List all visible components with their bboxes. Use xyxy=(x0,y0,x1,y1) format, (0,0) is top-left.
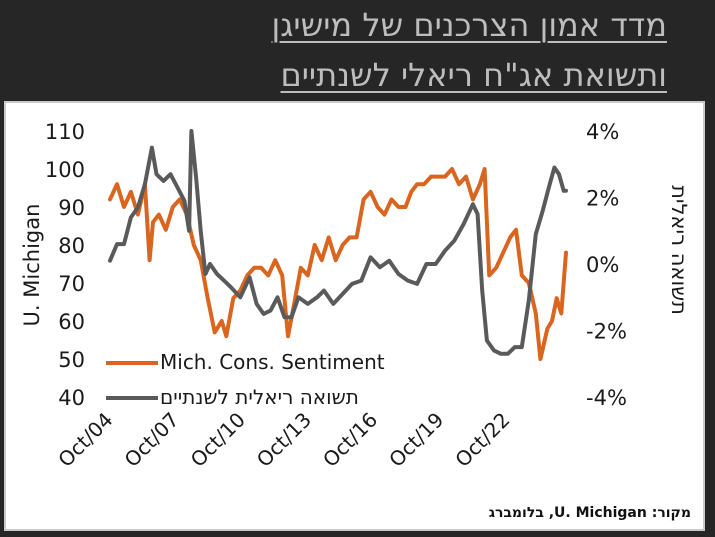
x-tick-label: Oct/07 xyxy=(120,408,184,472)
title-line-1: מדד אמון הצרכנים של מישיגן xyxy=(271,6,667,44)
x-tick-label: Oct/22 xyxy=(450,408,514,472)
legend-label-2: תשואה ריאלית לשנתיים xyxy=(160,385,359,409)
y-left-tick-label: 110 xyxy=(45,120,85,144)
x-tick-label: Oct/04 xyxy=(53,408,117,472)
y-right-tick-label: -2% xyxy=(586,320,627,344)
legend-label-1: Mich. Cons. Sentiment xyxy=(160,350,385,374)
y-left-tick-label: 60 xyxy=(58,310,85,334)
y-right-tick-label: 4% xyxy=(586,120,619,144)
y-right-tick-label: 2% xyxy=(586,187,619,211)
y-left-tick-label: 90 xyxy=(58,196,85,220)
y-right-tick-label: 0% xyxy=(586,253,619,277)
y-left-tick-label: 80 xyxy=(58,234,85,258)
y-left-tick-label: 70 xyxy=(58,272,85,296)
y-left-tick-label: 50 xyxy=(58,348,85,372)
x-tick-label: Oct/16 xyxy=(318,408,382,472)
chart: 40 50 60 70 80 90 100 110 -4% -2% 0% 2% 4% U. Michiga… xyxy=(20,120,691,472)
y-right-tick-label: -4% xyxy=(586,386,627,410)
x-tick-label: Oct/19 xyxy=(384,408,448,472)
y-left-tick-label: 40 xyxy=(58,386,85,410)
y-right-axis-title: תשואה ריאלית xyxy=(667,185,691,315)
chart-panel: 40 50 60 70 80 90 100 110 -4% -2% 0% 2% 4% U. Michiga… xyxy=(4,101,705,531)
source-note: מקור: U. Michigan, בלומברג xyxy=(488,505,691,521)
x-tick-label: Oct/13 xyxy=(252,408,316,472)
x-tick-label: Oct/10 xyxy=(186,408,250,472)
title-line-2: ותשואת אג"ח ריאלי לשנתיים xyxy=(280,56,667,94)
series-line-1 xyxy=(108,167,568,361)
y-left-tick-label: 100 xyxy=(45,158,85,182)
y-left-axis-title: U. Michigan xyxy=(20,204,44,327)
series-line-2 xyxy=(108,129,568,356)
